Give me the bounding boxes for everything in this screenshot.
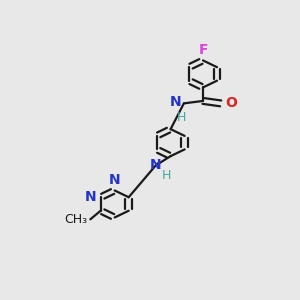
Text: O: O [225,96,237,110]
Text: CH₃: CH₃ [64,213,87,226]
Text: H: H [162,169,172,182]
Text: N: N [170,95,182,109]
Text: H: H [177,111,186,124]
Text: N: N [150,158,162,172]
Text: N: N [109,173,121,187]
Text: N: N [85,190,96,204]
Text: F: F [198,43,208,57]
